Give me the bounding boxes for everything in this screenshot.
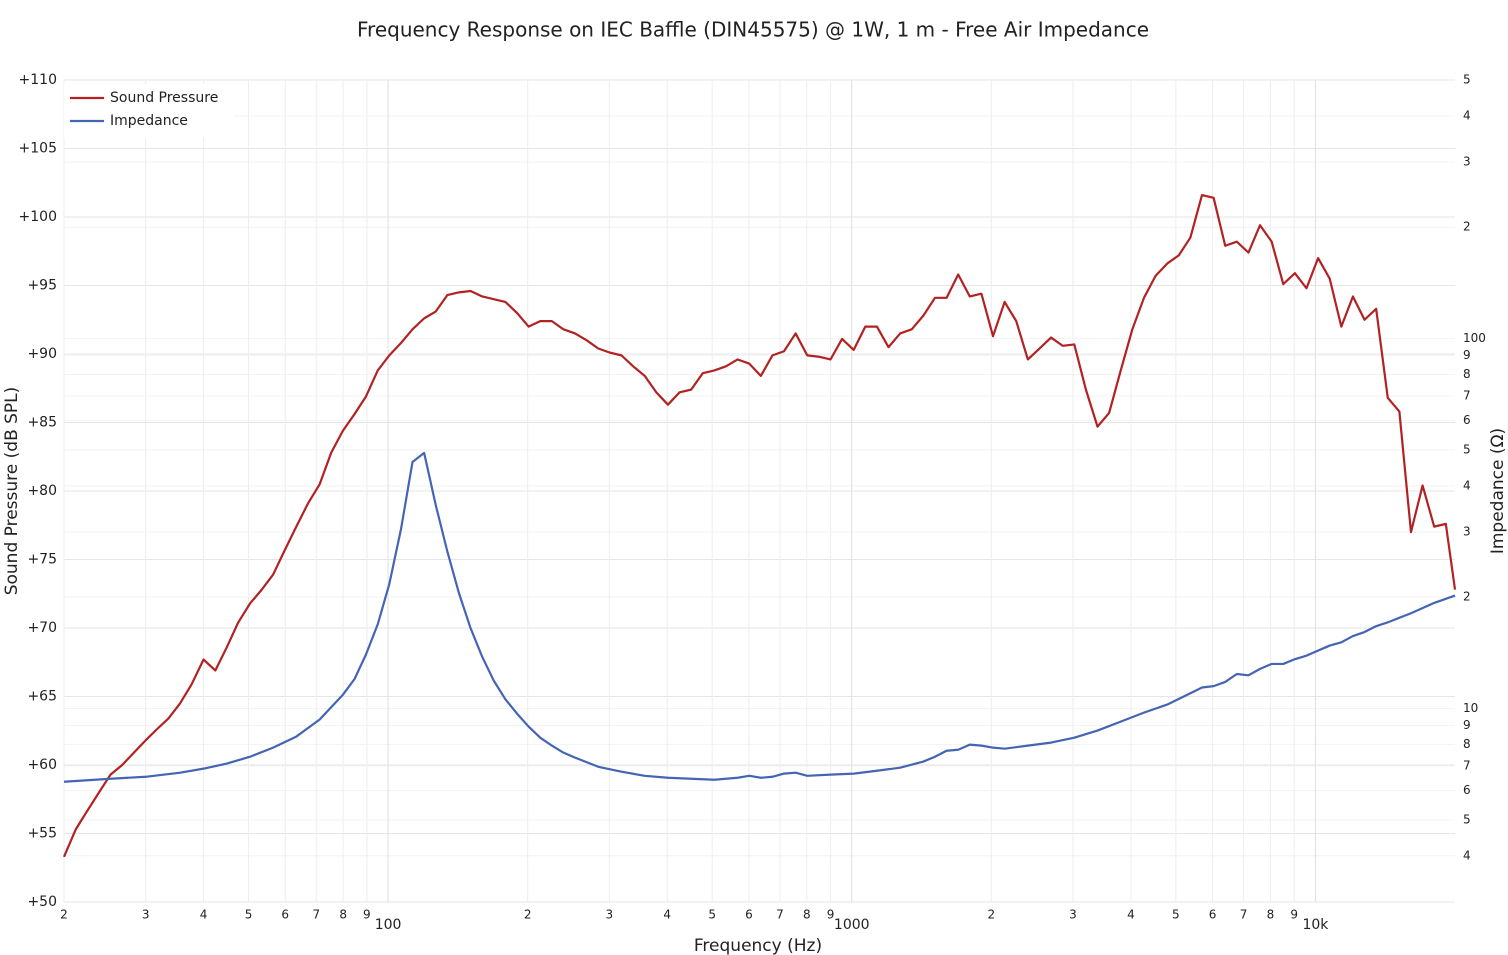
x-tick-label: 9 <box>363 908 371 922</box>
y2-tick-label: 8 <box>1463 737 1471 751</box>
y-tick-label: +110 <box>19 72 57 88</box>
x-tick-label: 3 <box>142 908 150 922</box>
x-tick-label: 2 <box>524 908 532 922</box>
x-axis-title: Frequency (Hz) <box>694 936 822 955</box>
y2-tick-label: 10 <box>1463 701 1478 715</box>
x-tick-label: 6 <box>1209 908 1217 922</box>
y2-tick-label: 6 <box>1463 413 1471 427</box>
y-tick-label: +100 <box>19 209 57 225</box>
series-line <box>63 451 1456 783</box>
x-tick-label: 100 <box>375 917 402 933</box>
chart-title: Frequency Response on IEC Baffle (DIN455… <box>357 18 1149 42</box>
x-tick-label: 3 <box>1069 908 1077 922</box>
y-axis-title: Sound Pressure (dB SPL) <box>2 387 22 596</box>
legend-label: Sound Pressure <box>110 90 218 106</box>
y-tick-label: +75 <box>27 552 57 568</box>
legend-background <box>64 84 234 138</box>
x-tick-label: 9 <box>1290 908 1298 922</box>
x-tick-label: 8 <box>339 908 347 922</box>
x-tick-label: 4 <box>1127 908 1135 922</box>
y2-tick-label: 4 <box>1463 108 1471 122</box>
y2-tick-label: 7 <box>1463 388 1471 402</box>
x-tick-label: 8 <box>1267 908 1275 922</box>
y2-tick-label: 3 <box>1463 525 1471 539</box>
y-tick-label: +105 <box>19 141 57 157</box>
x-tick-label: 6 <box>281 908 289 922</box>
x-tick-label: 5 <box>1172 908 1180 922</box>
y-tick-label: +60 <box>27 757 57 773</box>
x-tick-label: 6 <box>745 908 753 922</box>
x-tick-label: 9 <box>827 908 835 922</box>
x-tick-label: 7 <box>1240 908 1248 922</box>
y-tick-label: +80 <box>27 483 57 499</box>
y-tick-label: +50 <box>27 894 57 910</box>
y2-tick-label: 7 <box>1463 758 1471 772</box>
y2-tick-label: 5 <box>1463 812 1471 826</box>
y-tick-label: +65 <box>27 689 57 705</box>
y2-tick-label: 5 <box>1463 442 1471 456</box>
y-tick-label: +55 <box>27 826 57 842</box>
y-tick-label: +85 <box>27 415 57 431</box>
x-tick-label: 4 <box>200 908 208 922</box>
x-tick-label: 5 <box>708 908 716 922</box>
y2-tick-label: 4 <box>1463 478 1471 492</box>
y-tick-label: +70 <box>27 620 57 636</box>
x-tick-label: 10k <box>1302 917 1329 933</box>
y2-tick-label: 2 <box>1463 220 1471 234</box>
x-tick-label: 1000 <box>834 917 870 933</box>
y2-tick-label: 3 <box>1463 155 1471 169</box>
y2-tick-label: 9 <box>1463 718 1471 732</box>
y2-tick-label: 100 <box>1463 331 1486 345</box>
x-tick-label: 7 <box>776 908 784 922</box>
x-tick-label: 2 <box>988 908 996 922</box>
x-tick-label: 2 <box>60 908 68 922</box>
grid <box>63 79 1455 903</box>
y2-axis-title: Impedance (Ω) <box>1488 428 1508 554</box>
y2-tick-label: 6 <box>1463 783 1471 797</box>
y2-tick-label: 4 <box>1463 848 1471 862</box>
y2-tick-label: 5 <box>1463 73 1471 87</box>
x-tick-label: 7 <box>312 908 320 922</box>
y-tick-label: +95 <box>27 278 57 294</box>
y2-tick-label: 9 <box>1463 348 1471 362</box>
x-tick-label: 4 <box>663 908 671 922</box>
y2-tick-label: 2 <box>1463 590 1471 604</box>
x-tick-label: 3 <box>605 908 613 922</box>
x-tick-label: 5 <box>245 908 253 922</box>
series-line <box>62 193 1457 858</box>
y-tick-label: +90 <box>27 346 57 362</box>
x-tick-label: 8 <box>803 908 811 922</box>
y2-tick-label: 8 <box>1463 367 1471 381</box>
legend-label: Impedance <box>110 113 188 129</box>
